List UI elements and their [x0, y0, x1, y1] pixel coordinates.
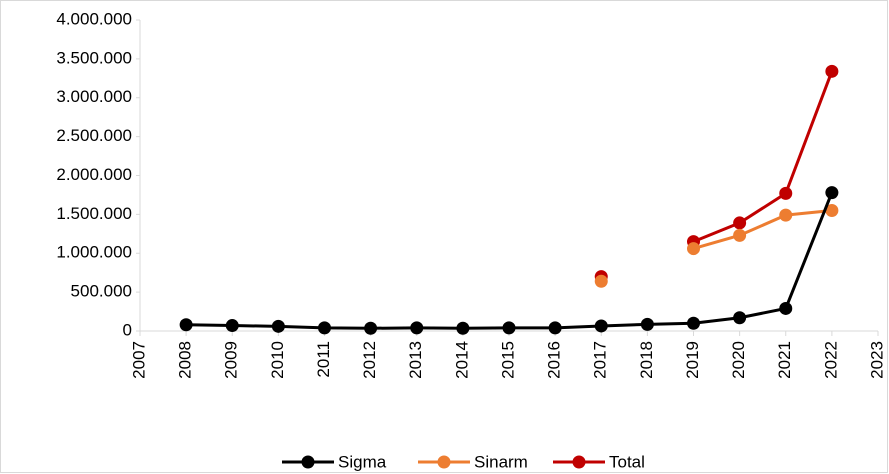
legend-label: Sinarm — [474, 452, 528, 471]
x-tick-label: 2012 — [360, 341, 379, 379]
y-tick-label: 3.000.000 — [56, 87, 132, 106]
x-tick-label: 2018 — [637, 341, 656, 379]
x-tick-label: 2016 — [545, 341, 564, 379]
data-point — [364, 321, 378, 335]
legend-marker — [572, 455, 586, 469]
legend-label: Total — [609, 452, 645, 471]
x-tick-label: 2010 — [268, 341, 287, 379]
data-point — [594, 319, 608, 333]
x-tick-label: 2022 — [821, 341, 840, 379]
data-point — [733, 216, 747, 230]
y-tick-label: 1.500.000 — [56, 204, 132, 223]
x-tick-label: 2009 — [222, 341, 241, 379]
series-line — [693, 208, 833, 251]
data-point — [825, 203, 839, 217]
y-tick-label: 2.000.000 — [56, 165, 132, 184]
data-point — [779, 186, 793, 200]
legend-marker — [437, 455, 451, 469]
series-line — [692, 70, 834, 243]
legend-marker — [301, 455, 315, 469]
x-tick-label: 2008 — [176, 341, 195, 379]
data-point — [779, 301, 793, 315]
x-tick-label: 2015 — [498, 341, 517, 379]
y-tick-label: 4.000.000 — [56, 9, 132, 28]
x-tick-label: 2014 — [452, 341, 471, 379]
data-point — [687, 242, 700, 256]
data-point — [502, 321, 516, 335]
y-tick-label: 3.500.000 — [56, 48, 132, 67]
data-point — [825, 186, 839, 200]
data-point — [271, 319, 285, 333]
data-point — [640, 317, 654, 331]
x-tick-label: 2021 — [775, 341, 794, 379]
data-point — [318, 321, 331, 335]
legend-label: Sigma — [338, 452, 387, 471]
data-point — [825, 64, 839, 78]
x-tick-label: 2013 — [406, 341, 425, 379]
data-point — [687, 316, 700, 330]
data-point — [456, 321, 470, 335]
data-point — [733, 228, 747, 242]
legend: Sigma Sinarm Total — [282, 452, 645, 471]
data-point — [225, 319, 239, 333]
x-tick-label: 2020 — [729, 341, 748, 379]
x-tick-label: 2011 — [314, 341, 333, 378]
y-tick-label: 1.000.000 — [56, 243, 132, 262]
data-point — [779, 208, 793, 222]
data-point — [733, 311, 747, 325]
y-tick-label: 500.000 — [71, 282, 132, 301]
data-point — [594, 274, 608, 288]
data-point — [410, 321, 424, 335]
x-tick-label: 2007 — [129, 341, 148, 379]
y-tick-label: 0 — [123, 320, 132, 339]
x-tick-label: 2017 — [591, 341, 610, 379]
x-tick-label: 2019 — [683, 341, 702, 379]
data-point — [179, 318, 193, 332]
x-tick-label: 2023 — [867, 341, 886, 379]
data-point — [548, 321, 562, 335]
y-tick-label: 2.500.000 — [56, 126, 132, 145]
